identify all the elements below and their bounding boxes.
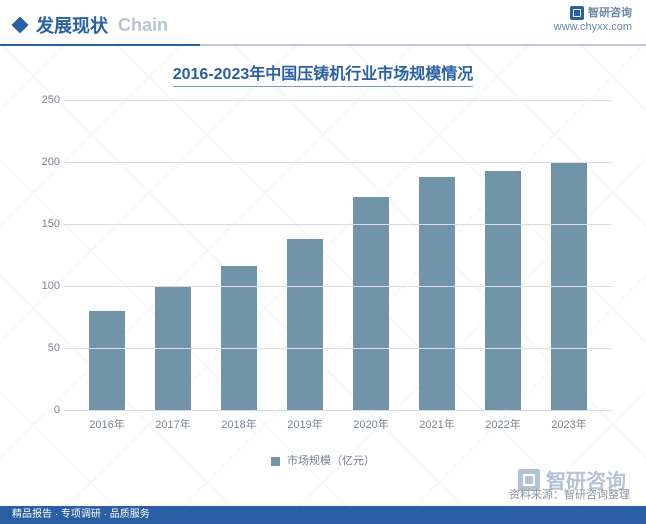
bars-container: [64, 100, 612, 410]
bar-slot: [74, 100, 140, 410]
gridline: [64, 410, 612, 411]
brand-logo-icon: [570, 6, 584, 20]
bar-slot: [272, 100, 338, 410]
bar: [419, 177, 456, 410]
chart-title: 2016-2023年中国压铸机行业市场规模情况: [173, 60, 474, 87]
y-tick-label: 0: [24, 404, 60, 416]
gridline: [64, 162, 612, 163]
bar: [89, 311, 126, 410]
x-tick-label: 2023年: [536, 416, 602, 432]
bar-slot: [404, 100, 470, 410]
y-tick-label: 100: [24, 280, 60, 292]
y-tick-label: 200: [24, 156, 60, 168]
bar-slot: [536, 100, 602, 410]
x-tick-label: 2017年: [140, 416, 206, 432]
footer: 资料来源：智研咨询整理 精品报告 · 专项调研 · 品质服务: [0, 476, 646, 524]
chart-title-wrap: 2016-2023年中国压铸机行业市场规模情况: [0, 46, 646, 91]
y-tick-label: 150: [24, 218, 60, 230]
header-diamond-icon: [12, 17, 29, 34]
brand-block: 智研咨询 www.chyxx.com: [554, 6, 632, 35]
x-tick-label: 2021年: [404, 416, 470, 432]
bar: [353, 197, 390, 410]
x-labels: 2016年2017年2018年2019年2020年2021年2022年2023年: [64, 416, 612, 432]
x-tick-label: 2019年: [272, 416, 338, 432]
legend-label: 市场规模（亿元）: [287, 455, 375, 467]
header-title-en: Chain: [118, 15, 168, 36]
source-text: 资料来源：智研咨询整理: [509, 486, 630, 502]
plot-area: [64, 100, 612, 410]
bar-slot: [338, 100, 404, 410]
bar-slot: [206, 100, 272, 410]
gridline: [64, 224, 612, 225]
header-rule: [0, 44, 646, 46]
brand-name: 智研咨询: [588, 6, 632, 20]
x-tick-label: 2022年: [470, 416, 536, 432]
footer-bar: 精品报告 · 专项调研 · 品质服务: [0, 506, 646, 524]
bar-slot: [470, 100, 536, 410]
y-tick-label: 50: [24, 342, 60, 354]
x-tick-label: 2018年: [206, 416, 272, 432]
legend-swatch: [271, 457, 280, 466]
bar: [485, 171, 522, 410]
x-tick-label: 2020年: [338, 416, 404, 432]
bar-slot: [140, 100, 206, 410]
y-tick-label: 250: [24, 94, 60, 106]
gridline: [64, 100, 612, 101]
gridline: [64, 348, 612, 349]
chart-area: 2016年2017年2018年2019年2020年2021年2022年2023年…: [24, 100, 622, 440]
bar: [221, 266, 258, 410]
brand-url: www.chyxx.com: [554, 20, 632, 34]
header-title-cn: 发展现状: [36, 12, 108, 38]
x-tick-label: 2016年: [74, 416, 140, 432]
gridline: [64, 286, 612, 287]
footer-tagline: 精品报告 · 专项调研 · 品质服务: [12, 509, 150, 520]
bar: [287, 239, 324, 410]
header: 发展现状 Chain 智研咨询 www.chyxx.com: [0, 0, 646, 46]
